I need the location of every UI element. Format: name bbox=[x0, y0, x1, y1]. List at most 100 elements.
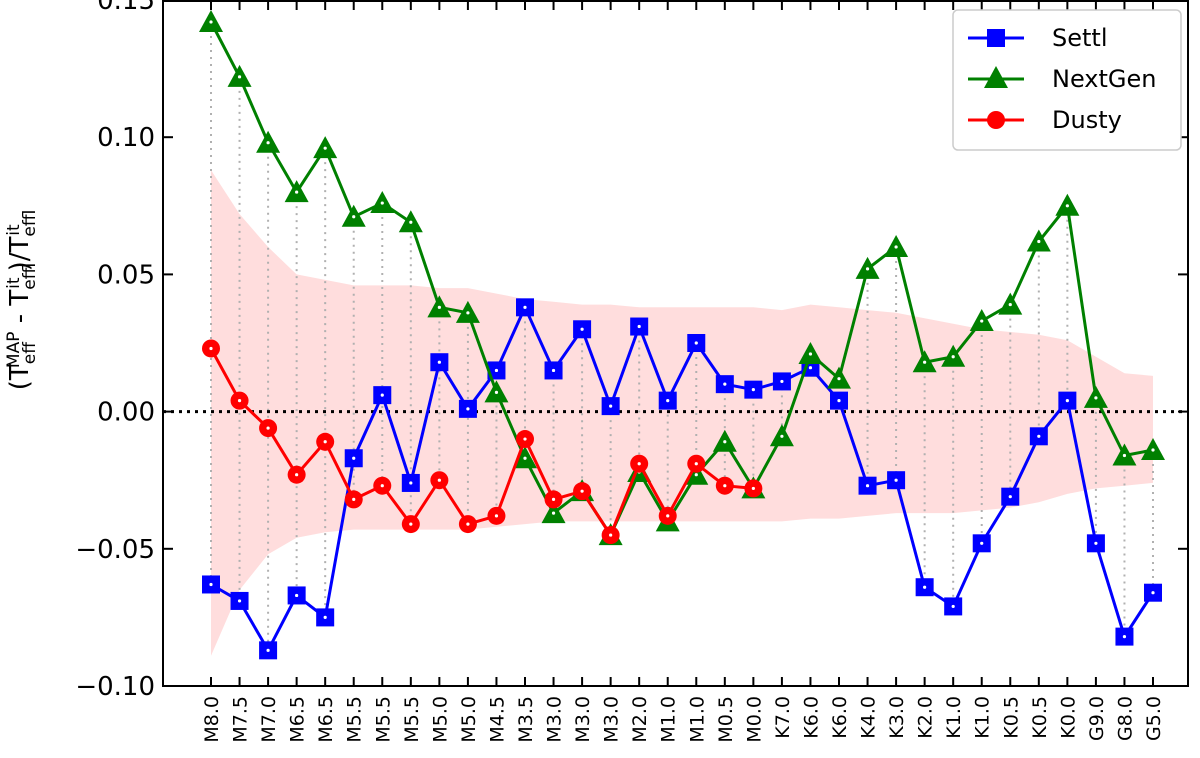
series-line-nextgen bbox=[209, 21, 1154, 539]
point-center-settl bbox=[266, 648, 270, 652]
point-center-nextgen bbox=[837, 377, 841, 381]
x-tick-label: M5.0 bbox=[458, 696, 480, 743]
point-center-settl bbox=[951, 604, 955, 609]
x-tick-label: M3.0 bbox=[601, 696, 623, 743]
legend: Settl NextGen Dusty bbox=[952, 9, 1182, 151]
legend-entry-settl: Settl bbox=[968, 24, 1108, 52]
point-center-nextgen bbox=[951, 355, 955, 359]
point-center-settl bbox=[1151, 591, 1155, 595]
point-center-nextgen bbox=[437, 305, 441, 309]
x-tick-label: G9.0 bbox=[1086, 696, 1108, 741]
point-center-settl bbox=[923, 585, 927, 589]
y-tick-label: −0.05 bbox=[75, 535, 155, 565]
point-center-settl bbox=[980, 541, 984, 545]
x-tick-label: M6.5 bbox=[315, 696, 337, 743]
uncertainty-band-layer bbox=[211, 170, 1153, 656]
point-center-settl bbox=[1037, 434, 1041, 438]
plot-frame bbox=[162, 0, 1189, 687]
point-center-nextgen bbox=[409, 220, 413, 224]
vertical-guide-lines bbox=[210, 21, 1154, 651]
legend-box bbox=[952, 9, 1182, 151]
x-tick-label: K6.0 bbox=[829, 696, 851, 739]
point-center-dusty bbox=[209, 346, 213, 351]
point-center-settl bbox=[894, 478, 898, 482]
x-tick-label: M1.0 bbox=[686, 696, 708, 743]
point-center-settl bbox=[1065, 399, 1069, 403]
x-tick-label: K1.0 bbox=[972, 696, 994, 739]
point-center-dusty bbox=[580, 489, 584, 493]
x-tick-label: M7.5 bbox=[230, 696, 252, 743]
point-center-nextgen bbox=[237, 75, 242, 79]
point-center-nextgen bbox=[1037, 239, 1041, 244]
x-tick-label: M3.0 bbox=[544, 696, 566, 743]
point-center-nextgen bbox=[466, 311, 470, 315]
x-tick-label: M0.0 bbox=[743, 696, 765, 743]
x-tick-label: M8.0 bbox=[201, 696, 223, 743]
point-center-nextgen bbox=[980, 319, 984, 323]
point-center-settl bbox=[380, 393, 384, 397]
point-center-settl bbox=[437, 360, 441, 364]
x-tick-label: M4.5 bbox=[487, 696, 509, 743]
point-center-dusty bbox=[723, 484, 727, 488]
point-center-nextgen bbox=[352, 215, 356, 219]
x-tick-label: K7.0 bbox=[772, 696, 794, 739]
point-center-nextgen bbox=[694, 473, 698, 477]
legend-entry-nextgen: NextGen bbox=[968, 65, 1156, 93]
point-center-settl bbox=[409, 481, 413, 485]
point-center-settl bbox=[666, 399, 670, 403]
point-center-nextgen bbox=[380, 201, 384, 205]
point-center-dusty bbox=[352, 497, 356, 502]
point-center-dusty bbox=[523, 437, 527, 441]
point-center-settl bbox=[609, 404, 613, 408]
x-tick-label: K6.0 bbox=[801, 696, 823, 739]
point-center-dusty bbox=[409, 522, 413, 526]
point-center-dusty bbox=[609, 533, 613, 537]
point-center-settl bbox=[580, 327, 584, 331]
x-tick-label: K2.0 bbox=[915, 696, 937, 739]
x-tick-label: K0.0 bbox=[1057, 696, 1079, 739]
y-tick-label: 0.10 bbox=[97, 123, 155, 153]
point-center-settl bbox=[209, 582, 213, 587]
y-tick-labels: −0.10 −0.05 0.00 0.05 0.10 0.15 bbox=[75, 0, 155, 702]
x-tick-label: K0.5 bbox=[1029, 696, 1051, 739]
point-center-settl bbox=[723, 382, 727, 386]
x-tick-label: K0.5 bbox=[1000, 696, 1022, 739]
point-center-dusty bbox=[666, 514, 670, 518]
point-center-nextgen bbox=[1065, 204, 1069, 208]
x-tick-label: K4.0 bbox=[858, 696, 880, 739]
point-center-settl bbox=[751, 388, 755, 392]
x-tick-label: M5.0 bbox=[429, 696, 451, 743]
x-tick-label: G8.0 bbox=[1115, 696, 1137, 741]
point-center-settl bbox=[808, 366, 813, 370]
y-tick-label: −0.10 bbox=[75, 672, 155, 702]
x-tick-label: M5.5 bbox=[401, 696, 423, 743]
point-center-nextgen bbox=[551, 511, 556, 515]
point-center-settl bbox=[295, 593, 299, 598]
point-center-dusty bbox=[494, 514, 499, 518]
point-center-nextgen bbox=[209, 20, 213, 24]
uncertainty-band bbox=[211, 170, 1153, 656]
point-center-dusty bbox=[266, 426, 270, 430]
point-center-settl bbox=[494, 368, 499, 373]
point-center-settl bbox=[352, 456, 356, 460]
point-center-nextgen bbox=[723, 440, 727, 444]
point-center-settl bbox=[837, 399, 841, 403]
point-center-nextgen bbox=[1122, 453, 1127, 458]
point-center-settl bbox=[1094, 541, 1098, 545]
point-center-dusty bbox=[751, 486, 755, 491]
x-tick-label: M0.5 bbox=[715, 696, 737, 743]
point-center-settl bbox=[780, 379, 784, 384]
x-tick-label: M5.5 bbox=[344, 696, 366, 743]
x-tick-label: G5.0 bbox=[1143, 696, 1165, 741]
x-tick-label: M5.5 bbox=[372, 696, 394, 743]
point-center-settl bbox=[694, 341, 698, 345]
point-center-nextgen bbox=[295, 190, 299, 194]
point-center-dusty bbox=[380, 484, 384, 488]
point-center-nextgen bbox=[1094, 396, 1098, 400]
legend-label-settl: Settl bbox=[1052, 24, 1108, 52]
x-tick-label: M3.0 bbox=[572, 696, 594, 743]
point-center-dusty bbox=[323, 440, 327, 444]
point-center-settl bbox=[637, 324, 641, 329]
legend-label-dusty: Dusty bbox=[1052, 106, 1122, 134]
